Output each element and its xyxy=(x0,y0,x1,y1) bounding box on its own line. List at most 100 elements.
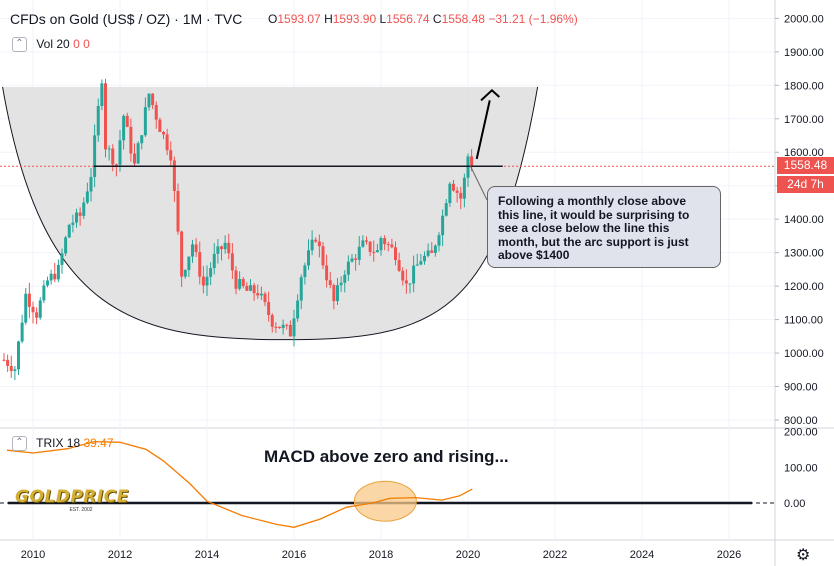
time-tick-label: 2014 xyxy=(195,549,219,561)
candle-body xyxy=(466,156,470,178)
candle-body xyxy=(140,135,144,144)
ohlc-value: 1593.90 xyxy=(332,12,377,26)
candle-body xyxy=(220,246,223,250)
candle-body xyxy=(71,222,75,225)
price-tick-label: 1300.00 xyxy=(784,248,824,260)
candle-body xyxy=(433,245,437,253)
candle-body xyxy=(430,250,434,253)
trend-arrow-shaft xyxy=(475,100,491,160)
candle-body xyxy=(281,324,285,329)
candle-body xyxy=(328,280,332,286)
trix-tick-label: 200.00 xyxy=(784,427,818,439)
candle-body xyxy=(46,280,49,286)
candle-body xyxy=(9,365,13,371)
candle-body xyxy=(158,119,162,133)
candle-body xyxy=(194,244,198,253)
candle-body xyxy=(303,265,307,278)
ohlc-value: 1593.07 xyxy=(277,12,321,26)
candle-body xyxy=(252,285,256,294)
candle-body xyxy=(459,192,463,199)
candle-body xyxy=(6,359,10,366)
candle-body xyxy=(216,246,220,254)
candle-body xyxy=(354,258,358,260)
time-tick-label: 2020 xyxy=(456,549,480,561)
price-tick-label: 800.00 xyxy=(784,415,818,427)
candle-body xyxy=(412,265,416,284)
candle-body xyxy=(53,273,57,280)
candle-body xyxy=(183,269,187,277)
candle-body xyxy=(129,126,133,154)
candle-body xyxy=(310,239,314,251)
candle-body xyxy=(223,242,227,250)
trix-value: 39.47 xyxy=(83,436,114,450)
candle-body xyxy=(13,369,17,371)
candle-body xyxy=(78,212,82,216)
logo-subtitle: EST. 2002 xyxy=(69,507,93,513)
candle-body xyxy=(31,306,35,313)
ohlc-key: O xyxy=(268,12,278,26)
candle-body xyxy=(350,258,354,262)
last-price-tag: 1558.48 xyxy=(777,157,834,174)
price-tick-label: 2000.00 xyxy=(784,13,824,25)
ohlc-value: −31.21 (−1.96%) xyxy=(488,12,578,26)
candle-body xyxy=(394,247,397,261)
candle-body xyxy=(397,260,401,271)
candle-body xyxy=(288,325,292,337)
price-tick-label: 1900.00 xyxy=(784,47,824,59)
volume-value-1: 0 xyxy=(73,37,80,51)
candle-body xyxy=(361,240,365,247)
candle-body xyxy=(455,190,459,193)
candle-body xyxy=(234,270,238,289)
bar-countdown-tag: 24d 7h xyxy=(777,176,834,193)
candle-body xyxy=(238,278,242,289)
settings-gear-icon[interactable]: ⚙ xyxy=(796,547,811,564)
callout-pointer xyxy=(469,165,488,201)
candle-body xyxy=(162,132,165,135)
candle-body xyxy=(404,280,408,284)
candle-body xyxy=(423,255,426,262)
ohlc-value: 1556.74 xyxy=(386,12,430,26)
trix-legend[interactable]: ⌃ TRIX 18 39.47 xyxy=(12,436,114,452)
candle-body xyxy=(180,231,184,277)
candle-body xyxy=(278,326,281,329)
candle-body xyxy=(357,246,361,260)
candle-body xyxy=(299,277,303,301)
price-tick-label: 1400.00 xyxy=(784,214,824,226)
candle-body xyxy=(75,212,78,223)
price-tick-label: 1600.00 xyxy=(784,147,824,159)
candle-body xyxy=(42,285,46,301)
collapse-icon[interactable]: ⌃ xyxy=(12,37,27,53)
candle-body xyxy=(325,265,329,281)
ohlc-value: 1558.48 xyxy=(441,12,485,26)
candle-body xyxy=(104,83,107,150)
candle-body xyxy=(346,261,350,275)
candle-body xyxy=(390,244,394,248)
collapse-icon[interactable]: ⌃ xyxy=(12,436,27,452)
candle-body xyxy=(176,190,180,232)
candle-body xyxy=(147,93,151,108)
candle-body xyxy=(285,324,289,326)
axes: 800.00 900.00 1000.00 1100.00 1200.00 1300.00… xyxy=(21,0,824,566)
candle-body xyxy=(143,107,147,136)
candle-body xyxy=(339,282,343,286)
candle-body xyxy=(96,105,100,136)
candle-body xyxy=(437,235,441,246)
trix-tick-label: 0.00 xyxy=(784,498,805,510)
highlight-ellipse xyxy=(353,480,417,522)
candle-body xyxy=(267,302,271,316)
logo-wordmark: GOLDPRICE xyxy=(15,487,129,507)
ohlc-key: C xyxy=(432,12,442,26)
candle-body xyxy=(172,160,176,191)
candle-body xyxy=(314,239,318,242)
candle-body xyxy=(375,250,379,253)
time-tick-label: 2016 xyxy=(282,549,306,561)
volume-legend[interactable]: ⌃ Vol 20 0 0 xyxy=(12,37,90,53)
candle-body xyxy=(263,293,267,303)
candles xyxy=(2,78,474,381)
candle-body xyxy=(60,253,64,265)
candle-body xyxy=(118,140,122,165)
candle-body xyxy=(17,341,20,370)
candle-body xyxy=(444,203,448,216)
candle-body xyxy=(125,115,129,127)
